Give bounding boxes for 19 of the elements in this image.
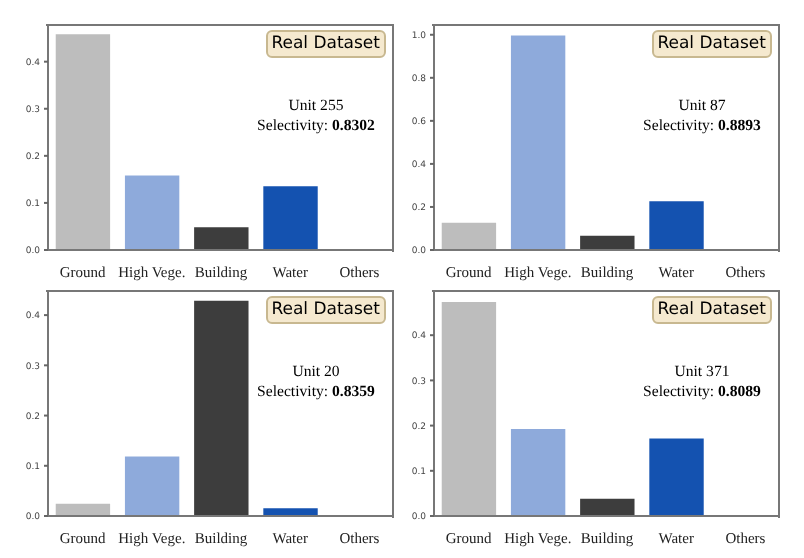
bar [440,221,498,250]
bar [647,437,706,516]
bar [54,32,112,250]
bar [123,173,181,250]
bar [578,234,637,250]
bar [647,199,706,250]
bar [578,497,637,516]
annotation: Real Dataset [265,30,386,58]
bar [192,225,251,250]
bar [440,300,498,516]
bar [509,427,567,516]
bar [123,454,181,516]
bar [192,299,251,516]
bar [509,33,567,250]
annotation: Real Dataset [651,296,772,324]
bar [261,184,320,250]
annotation: Real Dataset [265,296,386,324]
bar [54,502,112,516]
annotation: Real Dataset [651,30,772,58]
